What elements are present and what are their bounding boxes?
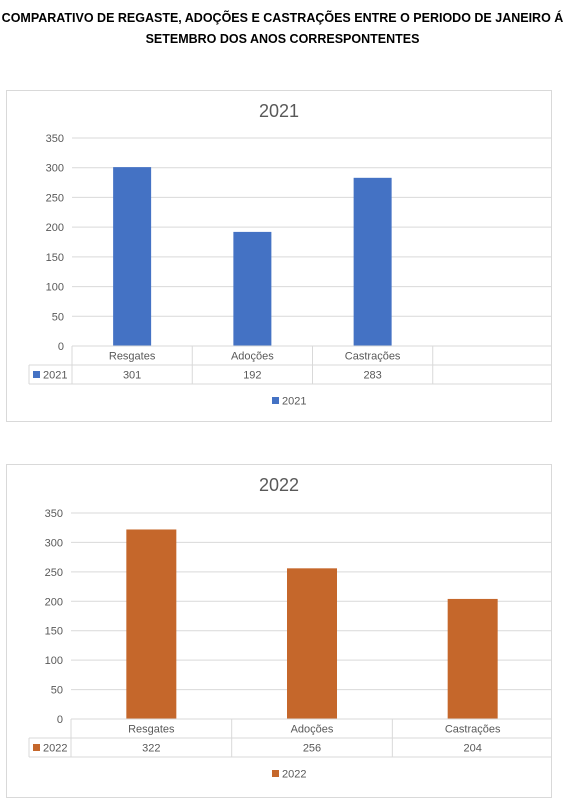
legend-key bbox=[272, 397, 279, 404]
legend-key bbox=[272, 770, 279, 777]
chart-2022-plot: 0 50 100 150 200 250 300 350 Resgates 322 Adoções 2… bbox=[28, 508, 551, 781]
table-legend-key bbox=[33, 744, 40, 751]
x-tick-label: Castrações bbox=[445, 724, 501, 736]
y-tick-label: 250 bbox=[46, 192, 64, 204]
y-tick-label: 300 bbox=[46, 163, 64, 175]
chart-2022: 2022 0 50 100 150 200 250 300 350 Resgates 322 Ado… bbox=[6, 464, 552, 798]
page-title-line-2: SETEMBRO DOS ANOS CORRESPONTENTES bbox=[145, 32, 420, 46]
legend-label: 2021 bbox=[282, 396, 306, 408]
y-tick-label: 0 bbox=[57, 714, 63, 726]
data-label: 301 bbox=[123, 370, 141, 382]
legend-label: 2022 bbox=[282, 769, 306, 781]
data-label: 204 bbox=[463, 743, 481, 755]
y-tick-label: 0 bbox=[58, 341, 64, 353]
y-tick-label: 300 bbox=[45, 537, 63, 549]
y-tick-label: 150 bbox=[46, 252, 64, 264]
y-tick-label: 200 bbox=[45, 596, 63, 608]
data-label: 322 bbox=[142, 743, 160, 755]
bar-Castrações bbox=[447, 598, 498, 719]
y-tick-label: 250 bbox=[45, 567, 63, 579]
chart-2021: 2021 0 50 100 150 200 250 300 350 Resgates 301 Ado… bbox=[6, 90, 552, 422]
y-tick-label: 100 bbox=[46, 282, 64, 294]
page-title-line-1: COMPARATIVO DE REGASTE, ADOÇÕES E CASTRA… bbox=[1, 11, 564, 25]
y-tick-label: 50 bbox=[52, 311, 64, 323]
y-tick-label: 350 bbox=[46, 133, 64, 145]
bar-Resgates bbox=[126, 529, 177, 719]
y-tick-label: 100 bbox=[45, 655, 63, 667]
bar-Adoções bbox=[287, 568, 337, 719]
y-tick-label: 200 bbox=[46, 222, 64, 234]
table-legend-key bbox=[33, 371, 40, 378]
chart-title: 2021 bbox=[258, 101, 300, 121]
x-tick-label: Adoções bbox=[291, 724, 334, 736]
y-tick-label: 50 bbox=[51, 685, 63, 697]
bar-Resgates bbox=[113, 167, 152, 346]
x-tick-label: Resgates bbox=[128, 724, 175, 736]
data-label: 192 bbox=[243, 370, 261, 382]
x-tick-label: Resgates bbox=[109, 351, 156, 363]
table-series-name: 2021 bbox=[43, 370, 67, 382]
x-tick-label: Adoções bbox=[231, 351, 274, 363]
x-tick-label: Castrações bbox=[345, 351, 401, 363]
chart-2021-plot: 0 50 100 150 200 250 300 350 Resgates 301 Adoções 1… bbox=[28, 133, 551, 408]
bar-Adoções bbox=[233, 231, 272, 346]
y-tick-label: 150 bbox=[45, 626, 63, 638]
table-series-name: 2022 bbox=[43, 743, 67, 755]
page-title: COMPARATIVO DE REGASTE, ADOÇÕES E CASTRA… bbox=[0, 8, 565, 50]
data-label: 256 bbox=[303, 743, 321, 755]
y-tick-label: 350 bbox=[45, 508, 63, 520]
data-label: 283 bbox=[363, 370, 381, 382]
chart-title: 2022 bbox=[258, 475, 300, 495]
bar-Castrações bbox=[353, 177, 392, 346]
